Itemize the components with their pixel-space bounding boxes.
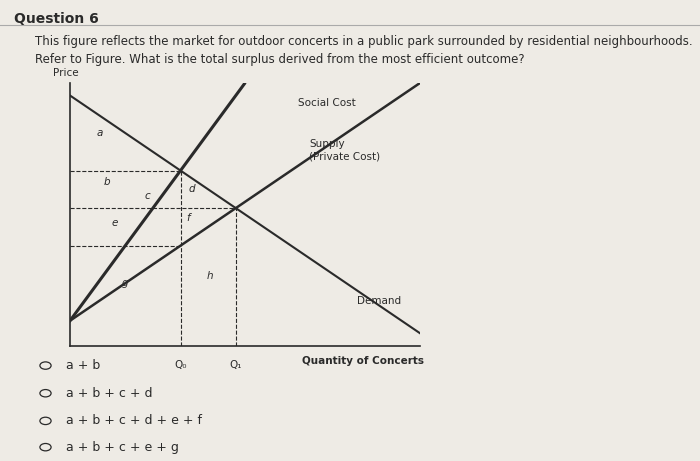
Text: e: e [111, 218, 118, 228]
Text: Supply
(Private Cost): Supply (Private Cost) [309, 139, 381, 162]
Text: a + b: a + b [66, 359, 101, 372]
Text: g: g [122, 278, 129, 288]
Text: Price: Price [52, 68, 78, 78]
Text: a: a [97, 128, 103, 138]
Text: b: b [104, 177, 110, 187]
Text: a + b + c + e + g: a + b + c + e + g [66, 441, 179, 454]
Text: h: h [206, 271, 214, 281]
Text: a + b + c + d: a + b + c + d [66, 387, 153, 400]
Text: f: f [186, 213, 190, 223]
Text: Refer to Figure. What is the total surplus derived from the most efficient outco: Refer to Figure. What is the total surpl… [35, 53, 524, 66]
Text: Quantity of Concerts: Quantity of Concerts [302, 356, 424, 366]
Text: Demand: Demand [358, 296, 402, 306]
Text: Q₁: Q₁ [230, 360, 242, 370]
Text: a + b + c + d + e + f: a + b + c + d + e + f [66, 414, 202, 427]
Text: Q₀: Q₀ [174, 360, 187, 370]
Text: d: d [188, 184, 195, 195]
Text: Social Cost: Social Cost [298, 98, 356, 108]
Text: c: c [144, 190, 150, 201]
Text: Question 6: Question 6 [14, 12, 99, 25]
Text: This figure reflects the market for outdoor concerts in a public park surrounded: This figure reflects the market for outd… [35, 35, 692, 47]
